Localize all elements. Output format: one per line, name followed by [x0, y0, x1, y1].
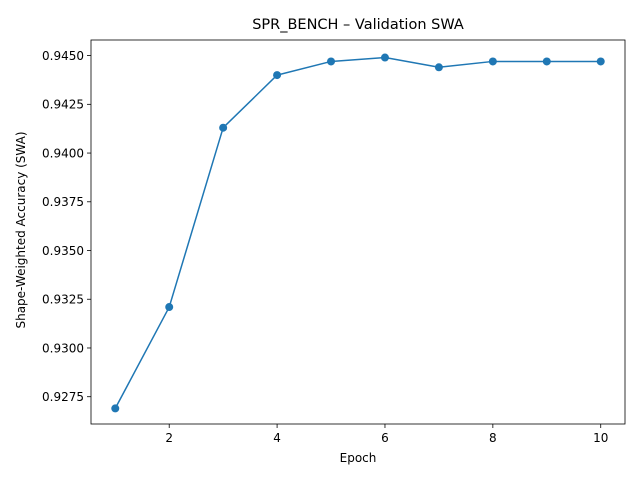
x-axis-label: Epoch	[340, 451, 377, 465]
data-point	[542, 57, 551, 66]
axes-frame	[90, 39, 626, 425]
y-tick-label: 0.9375	[42, 195, 84, 209]
y-tick-label: 0.9425	[42, 98, 84, 112]
y-tick-label: 0.9300	[42, 341, 84, 355]
data-point	[111, 404, 120, 413]
x-axis-ticks: 2 4 6 8 10	[165, 424, 608, 445]
plot-area	[111, 53, 605, 413]
data-point	[380, 53, 389, 62]
y-tick-label: 0.9275	[42, 390, 84, 404]
x-tick-label: 6	[381, 431, 389, 445]
y-axis-label: Shape-Weighted Accuracy (SWA)	[14, 131, 28, 328]
x-tick-label: 8	[489, 431, 497, 445]
data-point	[219, 123, 228, 132]
y-tick-label: 0.9325	[42, 293, 84, 307]
y-tick-label: 0.9400	[42, 146, 84, 160]
x-tick-label: 4	[273, 431, 281, 445]
y-tick-label: 0.9450	[42, 49, 84, 63]
data-point	[327, 57, 336, 66]
y-tick-label: 0.9350	[42, 244, 84, 258]
series-line	[114, 56, 601, 409]
data-point	[596, 57, 605, 66]
data-point	[165, 303, 174, 312]
x-tick-label: 10	[593, 431, 608, 445]
chart-title: SPR_BENCH – Validation SWA	[252, 17, 464, 33]
data-point	[488, 57, 497, 66]
data-point	[434, 63, 443, 72]
x-tick-label: 2	[165, 431, 173, 445]
y-axis-ticks: 0.9275 0.9300 0.9325 0.9350 0.9375 0.9400 0.94…	[42, 49, 91, 404]
data-point	[273, 71, 282, 80]
